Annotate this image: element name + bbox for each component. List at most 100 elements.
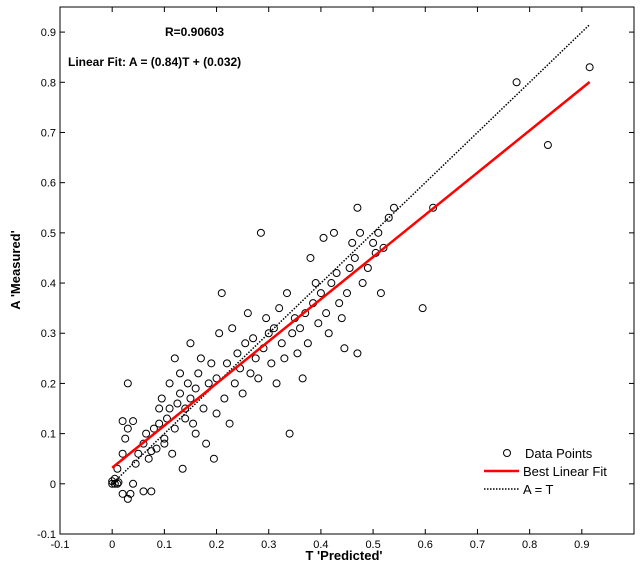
y-axis-label: A 'Measured' — [8, 230, 23, 309]
data-point — [186, 339, 195, 348]
data-point — [155, 404, 164, 413]
data-point — [230, 379, 239, 388]
axis-ticks: -0.1 0 0.1 0.2 0.3 0.4 0.5 0.6 0.7 0.8 0.9 -0.1 0 0.1… — [37, 7, 634, 551]
data-point — [356, 228, 365, 237]
data-point — [217, 289, 226, 298]
x-tick-label: 0 — [109, 539, 115, 551]
data-point — [152, 444, 161, 453]
data-point — [114, 478, 123, 487]
data-point — [267, 359, 276, 368]
data-point — [123, 494, 132, 503]
data-point — [147, 487, 156, 496]
data-point — [173, 399, 182, 408]
y-tick-label: 0.7 — [41, 127, 56, 139]
data-points — [108, 63, 594, 503]
data-point — [288, 329, 297, 338]
data-point — [418, 304, 427, 313]
data-point — [225, 419, 234, 428]
data-point — [181, 404, 190, 413]
y-tick-label: 0.9 — [41, 27, 56, 39]
data-point — [168, 449, 177, 458]
legend-label-identity-line: A = T — [523, 482, 554, 497]
data-point — [126, 489, 135, 498]
data-point — [512, 78, 521, 87]
data-point — [113, 479, 122, 488]
data-point — [363, 263, 372, 272]
data-point — [129, 417, 138, 426]
x-tick-label: 0.2 — [209, 539, 224, 551]
data-point — [220, 394, 229, 403]
y-tick-label: 0.6 — [41, 178, 56, 190]
x-tick-label: 0.6 — [418, 539, 433, 551]
data-point — [340, 344, 349, 353]
data-point — [322, 309, 331, 318]
data-point — [194, 369, 203, 378]
data-point — [543, 141, 552, 150]
x-tick-label: 0.9 — [574, 539, 589, 551]
data-point — [251, 354, 260, 363]
data-point — [191, 429, 200, 438]
data-point — [585, 63, 594, 72]
data-point — [269, 324, 278, 333]
data-point — [121, 434, 130, 443]
data-point — [249, 334, 258, 343]
r-annotation: R=0.90603 — [165, 25, 224, 39]
x-tick-label: -0.1 — [51, 539, 70, 551]
data-point — [186, 394, 195, 403]
data-point — [123, 379, 132, 388]
data-point — [134, 449, 143, 458]
data-point — [212, 409, 221, 418]
identity-line — [111, 24, 591, 485]
data-point — [254, 374, 263, 383]
legend-marker-data-points — [503, 449, 511, 457]
data-point — [142, 429, 151, 438]
x-tick-label: 0.4 — [313, 539, 328, 551]
data-point — [170, 424, 179, 433]
linear-fit-annotation: Linear Fit: A = (0.84)T + (0.032) — [68, 55, 241, 69]
data-point — [350, 253, 359, 262]
data-point — [296, 324, 305, 333]
data-point — [376, 289, 385, 298]
data-point — [324, 329, 333, 338]
data-point — [379, 243, 388, 252]
data-point — [256, 228, 265, 237]
data-point — [176, 389, 185, 398]
legend: Data Points Best Linear Fit A = T — [484, 446, 607, 497]
x-tick-label: 0.1 — [157, 539, 172, 551]
data-point — [343, 289, 351, 298]
data-point — [275, 304, 284, 313]
data-point — [199, 404, 208, 413]
data-point — [113, 464, 122, 473]
data-point — [272, 379, 281, 388]
x-tick-label: 0.3 — [261, 539, 276, 551]
data-point — [228, 324, 237, 333]
data-point — [189, 419, 198, 428]
legend-label-best-linear-fit: Best Linear Fit — [523, 464, 607, 479]
data-point — [144, 454, 153, 463]
data-point — [285, 429, 294, 438]
data-point — [183, 379, 192, 388]
data-point — [358, 279, 367, 288]
data-point — [157, 394, 166, 403]
data-point — [118, 449, 127, 458]
data-point — [264, 329, 273, 338]
data-point — [337, 314, 346, 323]
y-tick-label: 0.8 — [41, 77, 56, 89]
legend-label-data-points: Data Points — [525, 446, 593, 461]
data-point — [311, 279, 320, 288]
y-tick-label: 0.5 — [41, 228, 56, 240]
data-point — [335, 299, 344, 308]
data-point — [165, 379, 174, 388]
data-point — [129, 479, 138, 488]
best-fit-line — [111, 81, 591, 469]
data-point — [374, 228, 383, 237]
data-point — [181, 414, 190, 423]
y-tick-label: 0.3 — [41, 328, 56, 340]
data-point — [384, 213, 393, 222]
data-point — [246, 369, 255, 378]
data-point — [123, 424, 132, 433]
data-point — [170, 354, 179, 363]
data-point — [306, 253, 315, 262]
data-point — [149, 424, 158, 433]
